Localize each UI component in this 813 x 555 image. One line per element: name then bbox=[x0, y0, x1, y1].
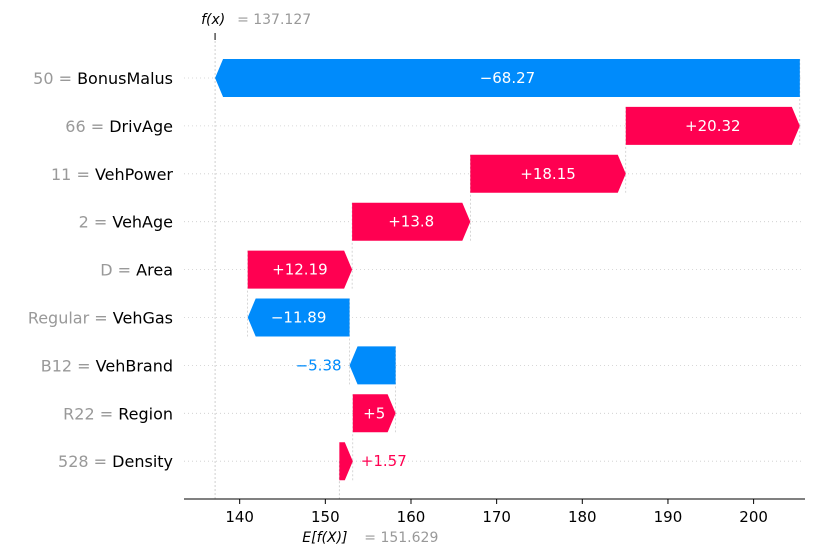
feature-value-text: 528 = bbox=[58, 452, 112, 471]
x-tick-label: 200 bbox=[739, 508, 768, 526]
feature-label-vehpower: 11 = VehPower bbox=[51, 165, 173, 184]
feature-label-density: 528 = Density bbox=[58, 452, 173, 471]
bar-label-bonusmalus: −68.27 bbox=[480, 69, 536, 87]
feature-label-vehage: 2 = VehAge bbox=[79, 213, 173, 232]
bar-label-vehpower: +18.15 bbox=[520, 165, 576, 183]
x-tick-label: 160 bbox=[397, 508, 426, 526]
x-tick-label: 140 bbox=[225, 508, 254, 526]
feature-labels: 50 = BonusMalus 66 = DrivAge 11 = VehPower… bbox=[28, 69, 174, 471]
efx-label: E[f(X)] bbox=[302, 530, 347, 546]
contribution-bars: −68.27 +20.32 +18.15 +13.8 +12.19 −11.89 −5.38… bbox=[215, 59, 800, 481]
feature-label-bonusmalus: 50 = BonusMalus bbox=[33, 69, 173, 88]
feature-label-vehbrand: B12 = VehBrand bbox=[41, 356, 173, 375]
feature-label-area: D = Area bbox=[100, 261, 173, 280]
bar-density bbox=[339, 442, 353, 481]
feature-value-text: 2 = bbox=[79, 213, 113, 232]
x-tick-label: 170 bbox=[482, 508, 511, 526]
fx-label: f(x) bbox=[201, 12, 225, 28]
feature-name-text: Density bbox=[112, 452, 173, 471]
x-axis: 140 150 160 170 180 190 200 bbox=[184, 498, 805, 526]
feature-name-text: VehBrand bbox=[96, 356, 173, 375]
bar-drivage bbox=[625, 106, 800, 145]
feature-name-text: Region bbox=[118, 404, 173, 423]
feature-value-text: Regular = bbox=[28, 309, 113, 328]
feature-label-vehgas: Regular = VehGas bbox=[28, 309, 173, 328]
feature-value-text: 50 = bbox=[33, 69, 77, 88]
feature-name-text: VehPower bbox=[95, 165, 173, 184]
bar-region bbox=[352, 394, 396, 433]
feature-name-text: VehAge bbox=[112, 213, 173, 232]
feature-value-text: 11 = bbox=[51, 165, 95, 184]
bar-label-area: +12.19 bbox=[272, 261, 328, 279]
feature-label-drivage: 66 = DrivAge bbox=[65, 117, 173, 136]
feature-value-text: D = bbox=[100, 261, 136, 280]
bar-vehpower bbox=[470, 154, 626, 193]
feature-value-text: B12 = bbox=[41, 356, 96, 375]
fx-value: = 137.127 bbox=[237, 12, 311, 28]
bar-vehgas bbox=[247, 298, 350, 337]
feature-value-text: 66 = bbox=[65, 117, 109, 136]
bar-label-region: +5 bbox=[363, 404, 385, 422]
bar-label-drivage: +20.32 bbox=[685, 117, 741, 135]
reference-lines bbox=[214, 33, 801, 499]
bar-bonusmalus bbox=[215, 59, 800, 97]
bar-label-vehbrand: −5.38 bbox=[296, 356, 342, 374]
feature-name-text: Area bbox=[136, 261, 173, 280]
x-tick-label: 180 bbox=[568, 508, 597, 526]
feature-name-text: BonusMalus bbox=[77, 69, 173, 88]
feature-label-region: R22 = Region bbox=[63, 404, 173, 423]
bar-vehbrand bbox=[349, 346, 396, 385]
x-tick-label: 190 bbox=[654, 508, 683, 526]
bar-area bbox=[247, 250, 353, 289]
bar-vehage bbox=[352, 202, 471, 241]
bar-label-vehage: +13.8 bbox=[388, 213, 434, 231]
feature-value-text: R22 = bbox=[63, 404, 118, 423]
bar-label-vehgas: −11.89 bbox=[271, 309, 327, 327]
x-tick-label: 150 bbox=[311, 508, 340, 526]
feature-name-text: VehGas bbox=[113, 309, 173, 328]
efx-value: = 151.629 bbox=[364, 530, 438, 546]
bar-label-density: +1.57 bbox=[361, 452, 407, 470]
feature-name-text: DrivAge bbox=[109, 117, 173, 136]
